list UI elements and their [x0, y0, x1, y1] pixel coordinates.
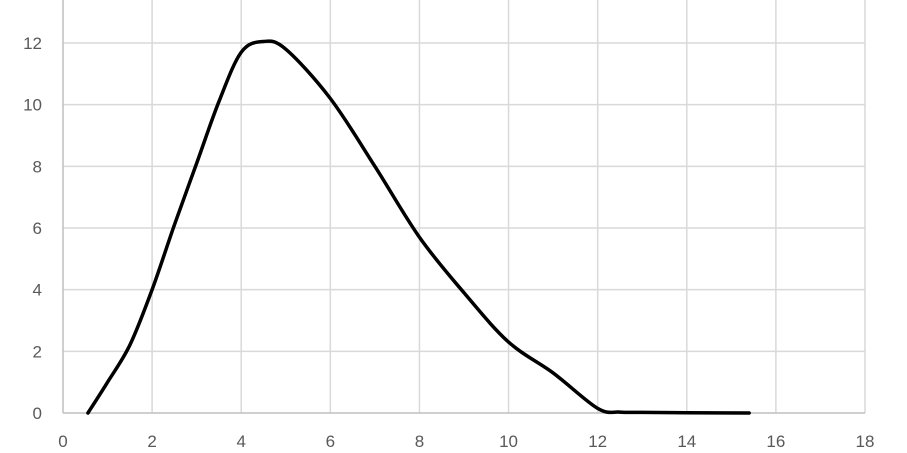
y-tick-label: 10	[23, 96, 42, 115]
y-tick-label: 12	[23, 34, 42, 53]
y-tick-label: 4	[33, 281, 42, 300]
x-tick-label: 12	[588, 432, 607, 451]
y-tick-label: 2	[33, 342, 42, 361]
series-group	[86, 39, 751, 415]
x-tick-label: 0	[58, 432, 67, 451]
x-tick-label: 16	[766, 432, 785, 451]
x-tick-label: 2	[147, 432, 156, 451]
x-tick-label: 14	[677, 432, 696, 451]
gridlines	[63, 0, 866, 413]
x-tick-label: 10	[499, 432, 518, 451]
x-tick-label: 6	[326, 432, 335, 451]
y-tick-label: 0	[33, 404, 42, 423]
y-tick-label: 8	[33, 157, 42, 176]
y-axis-tick-labels: 0 2 4 6 8 10 12	[23, 34, 42, 423]
x-tick-label: 4	[236, 432, 245, 451]
x-tick-label: 8	[415, 432, 424, 451]
x-axis-tick-labels: 0 2 4 6 8 10 12 14 16 18	[58, 432, 874, 451]
y-tick-label: 6	[33, 219, 42, 238]
series-line	[86, 39, 751, 415]
x-tick-label: 18	[856, 432, 875, 451]
